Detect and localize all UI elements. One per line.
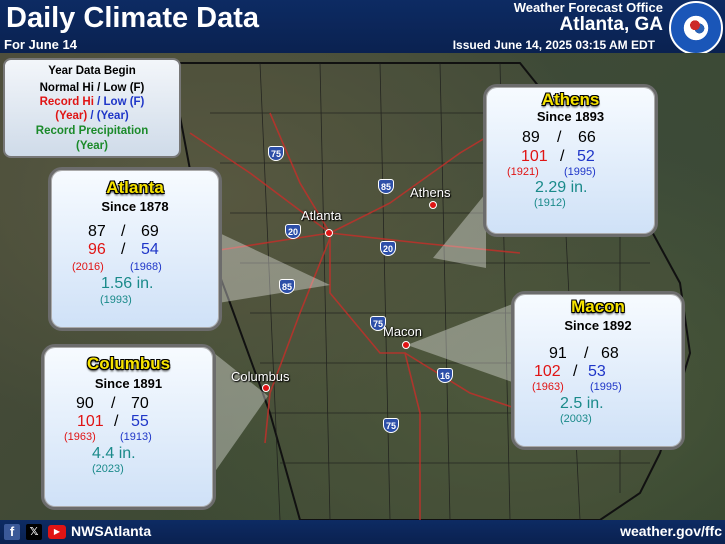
page-title: Daily Climate Data [6,2,260,34]
slash: / [121,223,126,240]
station-box-macon: Macon Since 1892 91 / 68 102 / 53 (1963)… [511,291,685,450]
record-hi-year: (1963) [64,431,96,443]
record-lo-year: (1995) [590,381,622,393]
macon-wedge [407,303,515,383]
station-box-atlanta: Atlanta Since 1878 87 / 69 96 / 54 (2016… [48,167,222,331]
atlanta-wedge [215,231,330,303]
record-lo: 55 [131,413,149,430]
station-since: Since 1891 [94,376,163,391]
slash: / [560,148,565,165]
interstate-shield: 20 [380,241,396,256]
columbus-wedge [214,353,268,473]
normal-hi: 90 [76,395,94,412]
legend-precip-year: (Year) [76,140,108,152]
athens-wedge [433,193,486,268]
station-name: Atlanta [106,178,164,197]
slash: / [584,345,589,362]
legend-record-hi: Record Hi [39,96,94,108]
date-label: For June 14 [4,37,77,52]
record-precip-year: (2023) [92,463,124,475]
record-precip: 2.29 in. [535,179,588,196]
normal-hi: 91 [549,345,567,362]
footer: f 𝕏 ▶ NWSAtlanta weather.gov/ffc [0,520,725,544]
record-hi: 96 [88,241,106,258]
record-hi-year: (1921) [507,166,539,178]
legend-record-lo: / Low (F) [97,96,145,108]
website-link[interactable]: weather.gov/ffc [620,523,722,539]
record-lo: 54 [141,241,159,258]
youtube-icon[interactable]: ▶ [48,525,66,539]
station-box-athens: Athens Since 1893 89 / 66 101 / 52 (1921… [483,84,658,237]
station-name: Columbus [86,354,171,373]
station-name: Macon [571,297,625,316]
slash: / [121,241,126,258]
station-since: Since 1893 [536,109,605,124]
record-precip-year: (2003) [560,413,592,425]
nws-logo [669,1,723,55]
normal-hi: 89 [522,129,540,146]
record-hi: 101 [77,413,104,430]
record-lo-year: (1913) [120,431,152,443]
record-precip: 1.56 in. [101,275,154,292]
normal-lo: 68 [601,345,619,362]
interstate-shield: 75 [370,316,386,331]
record-precip-year: (1993) [100,294,132,306]
social-handle[interactable]: NWSAtlanta [71,523,152,539]
interstate-shield: 75 [383,418,399,433]
slash: / [557,129,562,146]
x-icon[interactable]: 𝕏 [26,524,42,540]
station-box-columbus: Columbus Since 1891 90 / 70 101 / 55 (19… [41,344,216,510]
record-lo: 53 [588,363,606,380]
columbus-dot [262,384,270,392]
legend-years: (Year) / (Year) [5,110,179,122]
record-lo: 52 [577,148,595,165]
record-lo-year: (1968) [130,261,162,273]
interstate-shield: 75 [268,146,284,161]
legend-lo-year: / (Year) [90,110,129,122]
map-label-atlanta: Atlanta [301,208,342,223]
facebook-icon[interactable]: f [4,524,20,540]
normal-lo: 69 [141,223,159,240]
interstate-shield: 16 [437,368,453,383]
slash: / [114,413,119,430]
record-lo-year: (1995) [564,166,596,178]
office-city: Atlanta, GA [559,14,663,35]
interstate-shield: 20 [285,224,301,239]
station-name: Athens [541,90,600,109]
record-hi-year: (2016) [72,261,104,273]
legend-hi-year: (Year) [55,110,88,122]
station-since: Since 1878 [101,199,169,214]
record-hi: 101 [521,148,548,165]
record-hi: 102 [534,363,561,380]
normal-lo: 66 [578,129,596,146]
record-precip-year: (1912) [534,197,566,209]
interstate-shield: 85 [378,179,394,194]
interstate-shield: 85 [279,279,295,294]
office-label: Weather Forecast Office [513,0,663,15]
legend-box: Year Data Begin Normal Hi / Low (F) Reco… [3,58,181,158]
athens-dot [429,201,437,209]
legend-record-temp: Record Hi / Low (F) [5,96,179,108]
map-label-athens: Athens [410,185,451,200]
map-label-macon: Macon [383,324,423,339]
header: Daily Climate Data For June 14 Weather F… [0,0,725,55]
record-hi-year: (1963) [532,381,564,393]
normal-lo: 70 [131,395,149,412]
issued-time: Issued June 14, 2025 03:15 AM EDT [452,38,655,52]
macon-dot [402,341,410,349]
slash: / [111,395,116,412]
legend-record-precip: Record Precipitation [35,125,149,137]
normal-hi: 87 [88,223,106,240]
map-label-columbus: Columbus [231,369,290,384]
record-precip: 2.5 in. [560,395,604,412]
slash: / [573,363,578,380]
legend-year-begin: Year Data Begin [48,65,136,77]
legend-normal: Normal Hi / Low (F) [39,82,145,94]
record-precip: 4.4 in. [92,445,136,462]
station-since: Since 1892 [564,318,632,333]
atlanta-dot [325,229,333,237]
